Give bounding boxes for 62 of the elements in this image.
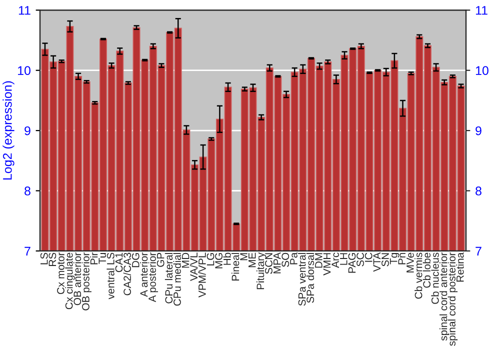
x-tick-label: MPA [273,252,281,274]
x-tick-label: spinal cord posterior [448,252,458,346]
x-tick-label: ME [248,252,256,268]
x-tick-label: Cb lobe [422,252,431,288]
x-tick-label: VMH [323,253,331,276]
x-tick-label: Retina [456,252,464,282]
x-tick-label: OB anterior [73,252,82,306]
y2-tick-label: 8 [476,186,482,196]
y-axis-title: Log2 (expression) [2,81,14,180]
x-tick-label: OB posterior [82,252,92,310]
y-tick-label: 8 [24,186,30,196]
x-tick-label: ventral LS [106,252,114,300]
x-tick-label: RS [48,252,56,266]
x-tick-label: Pa [290,252,298,264]
x-tick-label: Hb [223,252,231,265]
x-tick-label: Tg [390,253,400,264]
y-tick-label: 11 [18,6,30,15]
x-tick-label: VTA [373,252,380,272]
x-tick-label: CA1 [115,252,123,272]
y-tick-label: 7 [24,246,30,256]
x-tick-label: Cx motor [57,252,64,294]
x-tick-label: IC [364,252,372,262]
y2-tick-label: 9 [476,126,482,136]
x-tick-label: Arc [332,252,339,268]
x-tick-label: PAG [348,253,356,273]
x-tick-label: SPa dorsal [306,253,314,303]
x-tick-label: MD [182,252,190,268]
x-tick-label: LS [40,252,48,264]
x-tick-label: Pn [398,253,406,264]
x-tick-label: SC [356,252,364,266]
x-tick-label: SCN [265,253,272,274]
y-tick-label: 10 [18,66,30,75]
x-tick-label: A anterior [140,252,148,297]
x-tick-label: DM [315,253,322,268]
x-tick-label: M [240,253,248,260]
x-tick-label: SPa ventral [298,253,306,306]
x-tick-label: CA2/CA3 [123,252,131,296]
x-tick-label: VPM/VPL [198,252,206,298]
x-tick-label: Cb vermis [414,252,422,299]
x-tick-label: Cx cingulate [65,252,75,310]
x-tick-label: SO [282,252,290,267]
y2-tick-label: 10 [476,66,488,75]
y2-tick-label: 7 [476,246,482,256]
x-tick-label: GP [156,252,164,267]
x-tick-label: DG [132,253,140,268]
x-tick-label: Cb nucleus [431,252,439,304]
x-tick-label: MVe [406,252,414,272]
x-tick-label: LH [340,253,348,265]
x-tick-label: VA/VL [190,252,198,282]
x-tick-label: CPu lateral [164,253,173,304]
x-tick-label: A posterior [148,252,158,302]
y2-tick-label: 11 [476,6,488,15]
x-tick-label: LG [206,253,214,266]
x-tick-label: CPu medial [173,253,181,306]
x-tick-label: Pir [90,252,98,264]
x-tick-label: SN [382,253,389,266]
x-tick-label: spinal cord anterior [440,252,450,341]
x-tick-label: Pineal [232,253,240,280]
x-tick-label: Pituitary [256,252,266,290]
x-tick-label: MG [215,253,223,268]
x-tick-label: Tu [98,253,106,264]
y-tick-label: 9 [24,126,30,136]
